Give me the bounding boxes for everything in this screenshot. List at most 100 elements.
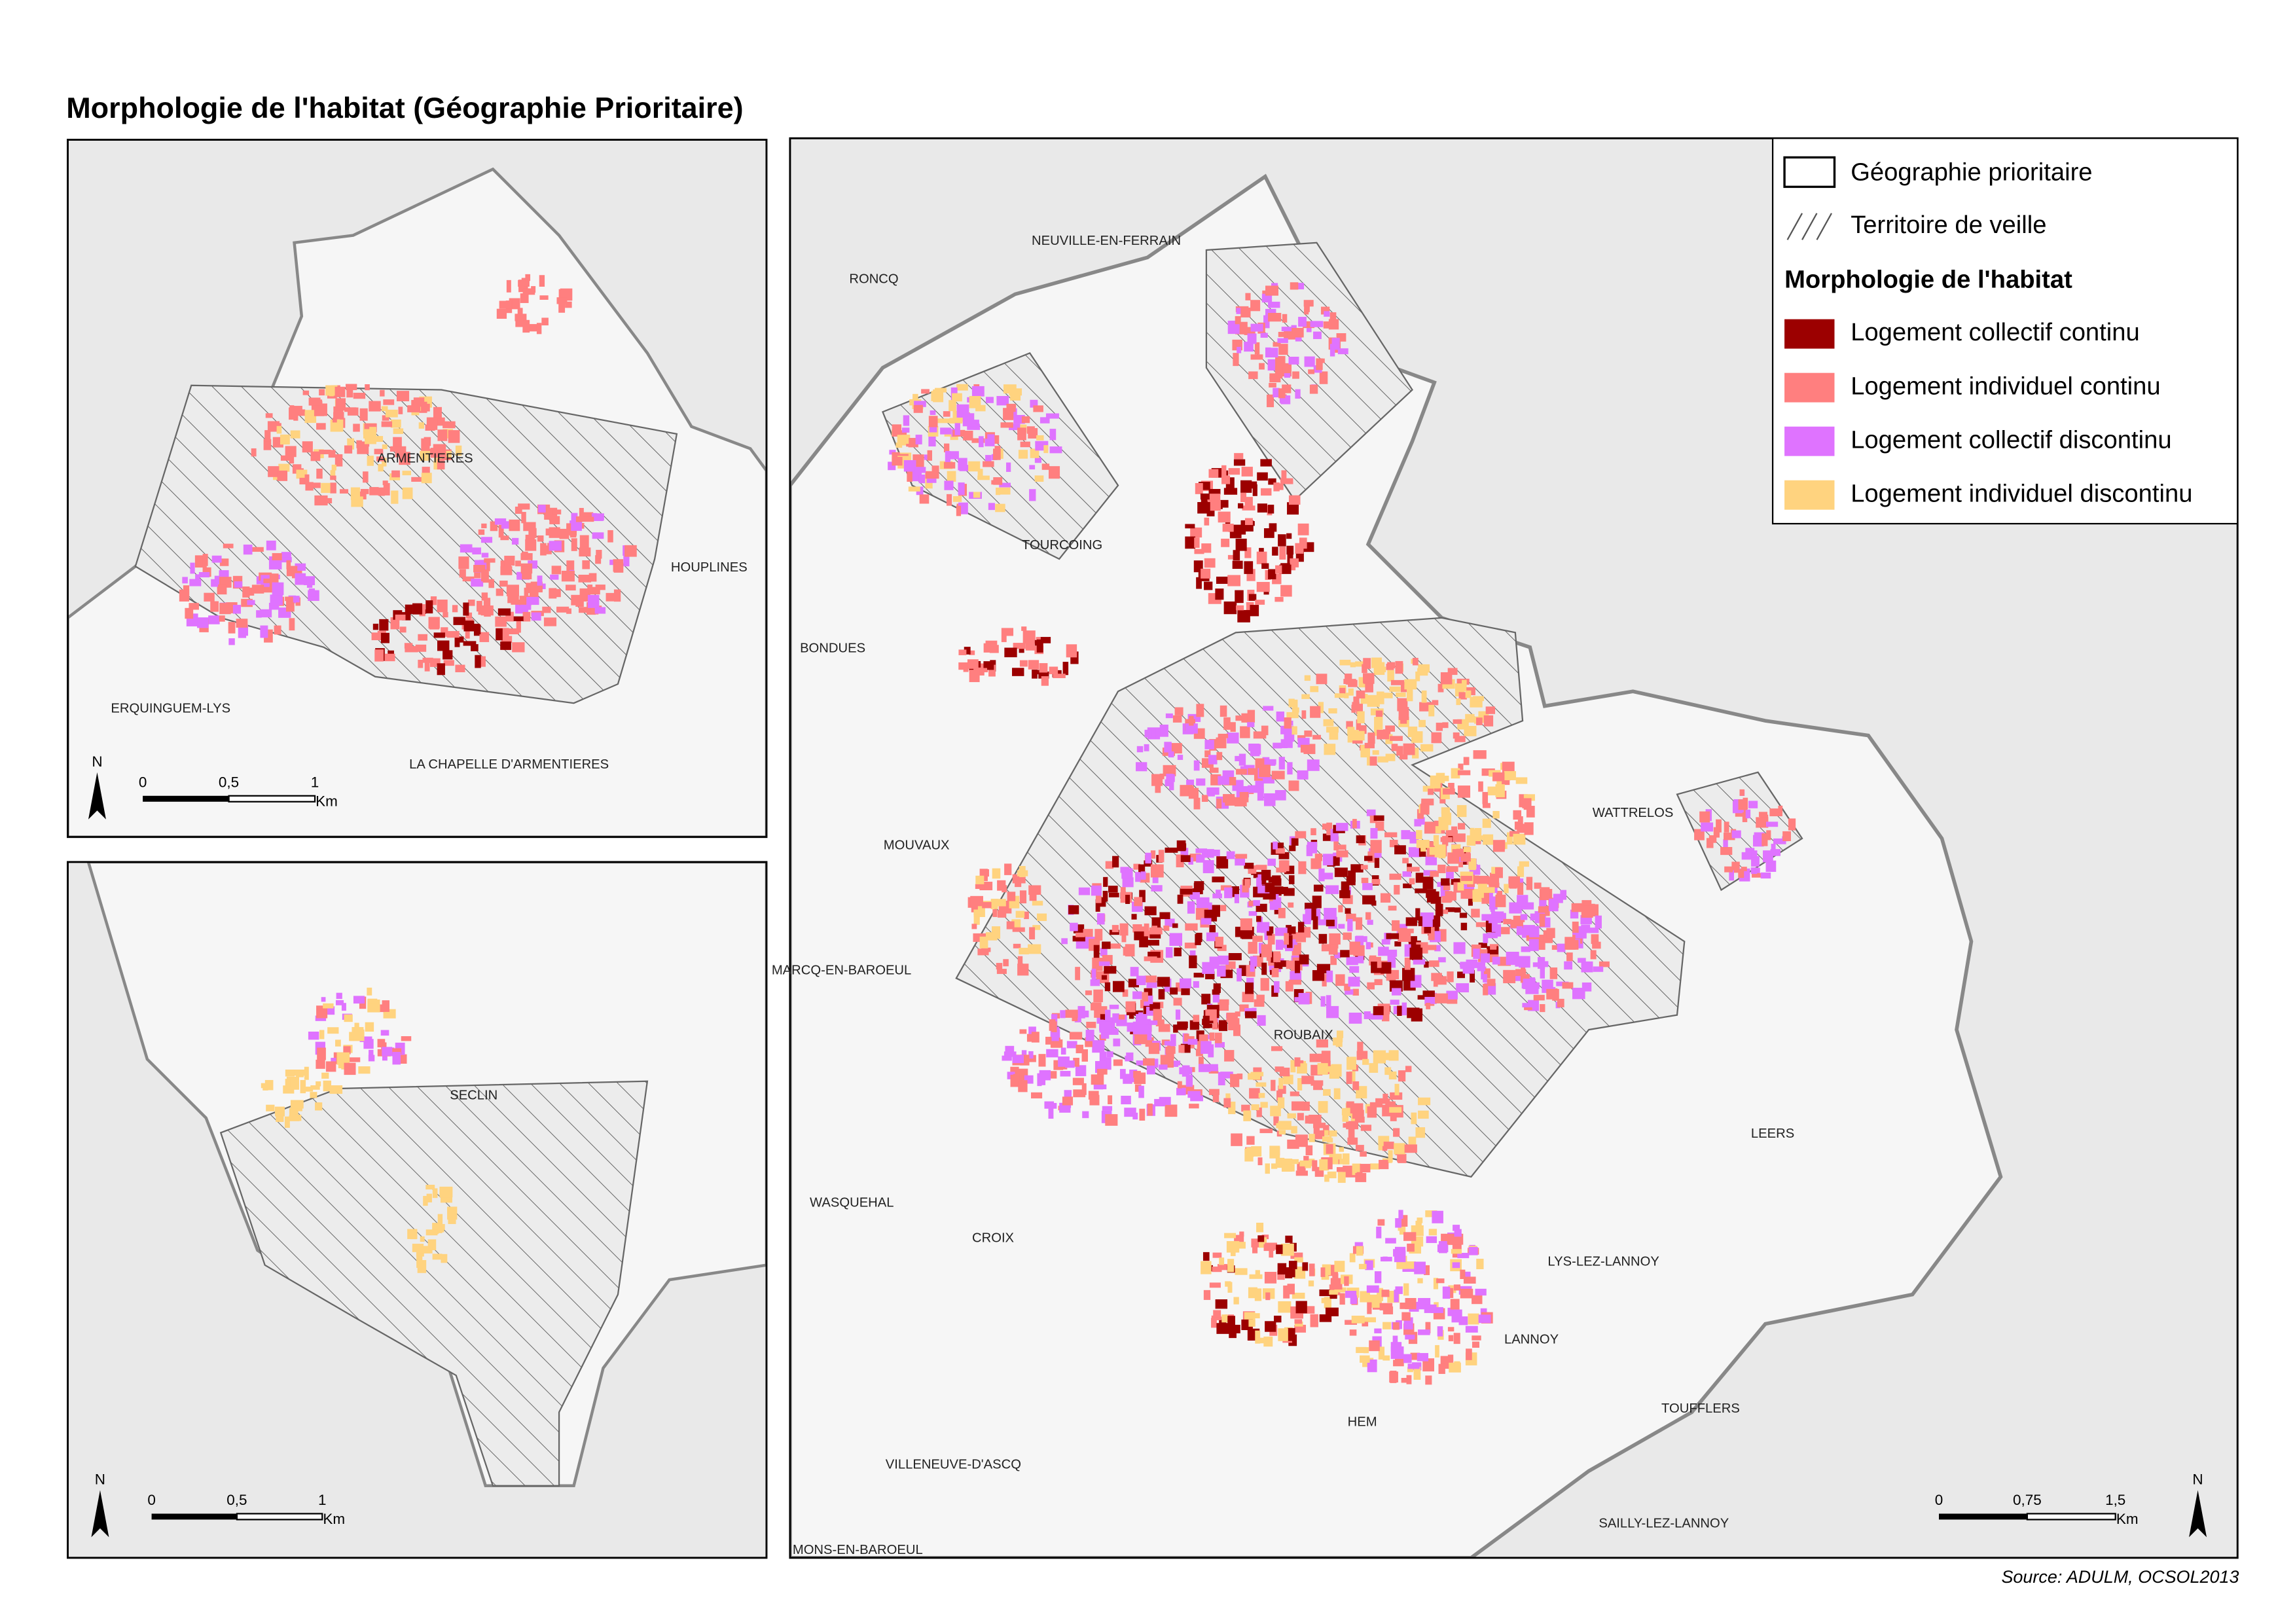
- housing-patch: [1266, 948, 1271, 961]
- housing-patch: [1412, 748, 1419, 759]
- housing-patch: [1078, 887, 1091, 895]
- housing-patch: [1248, 1319, 1256, 1327]
- housing-patch: [1367, 732, 1375, 744]
- housing-patch: [1471, 909, 1480, 918]
- housing-patch: [1252, 1243, 1258, 1254]
- housing-patch: [971, 420, 979, 427]
- housing-patch: [1441, 878, 1450, 886]
- housing-patch: [1113, 1059, 1123, 1066]
- housing-patch: [1519, 956, 1530, 968]
- housing-patch: [1595, 915, 1602, 929]
- housing-patch: [1367, 920, 1373, 925]
- housing-patch: [1517, 882, 1524, 895]
- housing-patch: [931, 465, 939, 479]
- housing-patch: [1254, 342, 1260, 355]
- housing-patch: [1360, 1125, 1372, 1131]
- housing-patch: [1265, 285, 1279, 296]
- housing-patch: [1337, 1172, 1346, 1183]
- housing-patch: [1223, 601, 1237, 615]
- housing-patch: [452, 605, 458, 613]
- housing-patch: [1155, 784, 1161, 793]
- housing-patch: [427, 450, 441, 456]
- housing-patch: [1344, 693, 1349, 698]
- housing-patch: [1360, 1151, 1367, 1157]
- housing-patch: [1515, 969, 1527, 977]
- housing-patch: [552, 509, 562, 514]
- housing-patch: [1362, 883, 1373, 890]
- housing-patch: [1483, 968, 1491, 979]
- housing-patch: [1172, 1060, 1181, 1066]
- housing-patch: [335, 398, 346, 411]
- housing-patch: [1209, 767, 1219, 773]
- housing-patch: [1070, 922, 1078, 931]
- housing-patch: [1309, 1134, 1315, 1142]
- housing-patch: [1316, 358, 1323, 370]
- housing-patch: [1261, 1235, 1269, 1240]
- housing-patch: [1218, 1020, 1228, 1032]
- housing-patch: [1032, 669, 1038, 679]
- housing-patch: [1731, 861, 1740, 873]
- housing-patch: [448, 430, 460, 443]
- housing-patch: [1174, 947, 1182, 956]
- housing-patch: [554, 588, 561, 598]
- housing-patch: [1159, 1064, 1168, 1070]
- housing-patch: [1082, 1111, 1089, 1119]
- housing-patch: [1451, 768, 1460, 779]
- housing-patch: [1439, 929, 1447, 942]
- housing-patch: [1421, 690, 1427, 703]
- housing-patch: [1564, 961, 1573, 970]
- housing-patch: [565, 585, 576, 591]
- housing-patch: [1257, 885, 1270, 893]
- housing-patch: [1754, 832, 1765, 838]
- housing-patch: [1286, 960, 1295, 969]
- housing-patch: [1109, 929, 1119, 935]
- housing-patch: [1788, 818, 1796, 831]
- housing-patch: [1352, 819, 1357, 829]
- housing-patch: [1160, 1055, 1174, 1068]
- housing-patch: [1136, 762, 1148, 772]
- housing-patch: [1185, 1074, 1193, 1087]
- scale-label: 0: [147, 1492, 156, 1508]
- housing-patch: [437, 429, 448, 441]
- housing-patch: [1381, 1011, 1390, 1022]
- housing-patch: [185, 607, 194, 619]
- housing-patch: [1308, 1280, 1314, 1287]
- housing-patch: [243, 544, 253, 555]
- housing-patch: [1031, 1092, 1043, 1099]
- housing-patch: [1244, 982, 1254, 994]
- housing-patch: [566, 608, 571, 614]
- housing-patch: [495, 616, 507, 627]
- housing-patch: [1407, 867, 1420, 872]
- housing-patch: [989, 645, 999, 653]
- housing-patch: [1334, 952, 1341, 958]
- place-label: CROIX: [972, 1231, 1015, 1246]
- housing-patch: [256, 610, 262, 618]
- housing-patch: [1344, 983, 1350, 991]
- housing-patch: [1343, 932, 1352, 940]
- housing-patch: [1322, 1136, 1332, 1142]
- housing-patch: [1173, 998, 1182, 1006]
- housing-patch: [1438, 1363, 1445, 1374]
- housing-patch: [494, 518, 507, 525]
- housing-patch: [1083, 929, 1093, 937]
- housing-patch: [382, 1056, 388, 1061]
- housing-patch: [1285, 981, 1293, 992]
- housing-patch: [1104, 1057, 1111, 1070]
- housing-patch: [1581, 982, 1592, 992]
- housing-patch: [1349, 966, 1360, 973]
- housing-patch: [1284, 888, 1295, 896]
- housing-patch: [1085, 1030, 1094, 1041]
- housing-patch: [1112, 1013, 1119, 1023]
- housing-patch: [1100, 1014, 1108, 1020]
- housing-patch: [517, 308, 523, 321]
- housing-patch: [1144, 975, 1157, 983]
- housing-patch: [1742, 812, 1748, 823]
- housing-patch: [1481, 768, 1495, 776]
- housing-patch: [1223, 488, 1238, 495]
- housing-patch: [1321, 944, 1333, 952]
- housing-patch: [344, 1014, 353, 1022]
- housing-patch: [325, 1006, 335, 1015]
- housing-patch: [1230, 722, 1236, 732]
- housing-patch: [992, 926, 1001, 939]
- housing-patch: [1393, 1360, 1404, 1367]
